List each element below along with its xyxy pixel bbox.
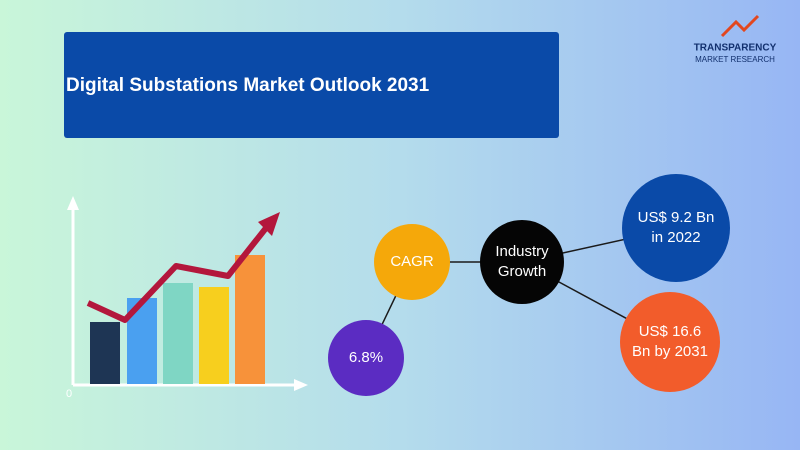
axis-arrow: [294, 379, 308, 391]
logo: TRANSPARENCY MARKET RESEARCH: [694, 14, 777, 64]
node-label: 6.8%: [349, 349, 383, 366]
deco-bar: [199, 287, 229, 384]
nodes: CAGR 6.8% Industry Growth US$ 9.2 Bn in 2022 U…: [328, 174, 730, 396]
node-label: US$ 16.6: [639, 323, 702, 340]
node-circle: [480, 220, 564, 304]
title-box: [64, 32, 559, 138]
node-label: in 2022: [651, 229, 700, 246]
logo-arrow: [720, 14, 760, 38]
axis-origin: 0: [66, 388, 72, 400]
node-label: Bn by 2031: [632, 343, 708, 360]
node-circle: [620, 292, 720, 392]
node-circle: [622, 174, 730, 282]
deco-bar: [163, 283, 193, 384]
node-circle: [374, 224, 450, 300]
trend-line: [86, 226, 269, 323]
deco-bar: [235, 255, 265, 384]
node-circle: [328, 320, 404, 396]
trend-arrow: [258, 212, 280, 236]
node-label: Industry: [495, 243, 549, 260]
node-label: Growth: [498, 263, 546, 280]
logo-line1: TRANSPARENCY: [694, 43, 777, 54]
node-label: CAGR: [390, 253, 434, 270]
title: Digital Substations Market Outlook 2031: [66, 75, 430, 96]
logo-line2: MARKET RESEARCH: [695, 55, 775, 64]
deco-bar: [90, 322, 120, 384]
node-label: US$ 9.2 Bn: [638, 209, 715, 226]
growth-illustration: 0: [66, 196, 308, 400]
axis-arrow: [67, 196, 79, 210]
